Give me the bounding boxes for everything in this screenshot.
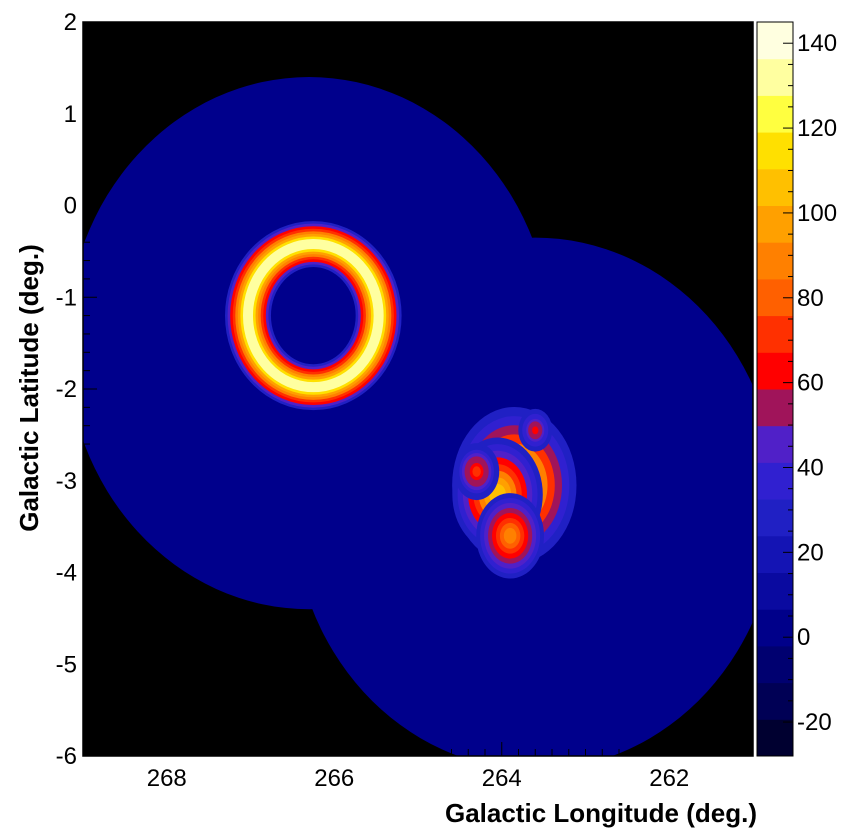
colorbar-frame <box>756 21 794 757</box>
colorbar-tick-label: -20 <box>797 709 832 736</box>
colorbar-segment <box>757 535 793 573</box>
colorbar-segment <box>757 425 793 463</box>
colorbar-segment <box>757 645 793 684</box>
colorbar-segment <box>757 205 793 243</box>
blob-level-8 <box>472 466 481 477</box>
colorbar-segment <box>757 315 793 353</box>
colorbar-segment <box>757 132 793 170</box>
x-tick-label: 266 <box>314 765 354 792</box>
blob-level-8 <box>503 527 517 544</box>
y-axis-title: Galactic Latitude (deg.) <box>14 244 44 532</box>
source-blob-5 <box>454 443 500 501</box>
x-tick-label: 262 <box>649 765 689 792</box>
colorbar-tick-label: 20 <box>797 539 824 566</box>
colorbar-segment <box>757 352 793 390</box>
colorbar-segment <box>757 572 793 610</box>
x-tick-label: 268 <box>147 765 187 792</box>
colorbar-segment <box>757 168 793 206</box>
colorbar-tick-label: 100 <box>797 200 837 227</box>
x-axis-title: Galactic Longitude (deg.) <box>445 798 757 828</box>
source-blob-6 <box>518 408 553 452</box>
y-tick-label: -2 <box>56 376 77 403</box>
y-tick-label: -4 <box>56 560 77 587</box>
y-tick-label: 1 <box>64 101 77 128</box>
colorbar-tick-label: 40 <box>797 454 824 481</box>
colorbar-segment <box>757 719 793 757</box>
colorbar-segment <box>757 462 793 500</box>
y-tick-label: -5 <box>56 651 77 678</box>
colorbar: 140 120 100 80 60 40 20 0 -20 <box>756 21 837 757</box>
source-blob-4 <box>476 493 545 579</box>
y-tick-label: -3 <box>56 468 77 495</box>
source-ring-1 <box>225 221 402 411</box>
colorbar-segment <box>757 609 793 647</box>
heatmap-map <box>83 77 753 756</box>
y-tick-label: -6 <box>56 743 77 770</box>
colorbar-tick-label: 140 <box>797 30 837 57</box>
colorbar-tick-label: 80 <box>797 285 824 312</box>
colorbar-tick-label: 0 <box>797 624 810 651</box>
colorbar-segment <box>757 242 793 280</box>
y-tick-label: -1 <box>56 284 77 311</box>
colorbar-segment <box>757 389 793 427</box>
colorbar-segment <box>757 95 793 133</box>
x-axis: 268 266 264 262 <box>82 742 754 792</box>
y-tick-label: 0 <box>64 193 77 220</box>
y-tick-label: 2 <box>64 9 77 36</box>
colorbar-segment <box>757 682 793 720</box>
y-axis: 2 1 0 -1 -2 -3 -4 -5 -6 <box>56 9 97 770</box>
ring-level-8 <box>242 239 384 393</box>
blob-level-8 <box>532 426 539 435</box>
colorbar-tick-label: 60 <box>797 370 824 397</box>
colorbar-segment <box>757 58 793 96</box>
colorbar-segment <box>757 499 793 537</box>
x-tick-label: 264 <box>482 765 522 792</box>
colorbar-segment <box>757 22 793 60</box>
colorbar-tick-label: 120 <box>797 115 837 142</box>
